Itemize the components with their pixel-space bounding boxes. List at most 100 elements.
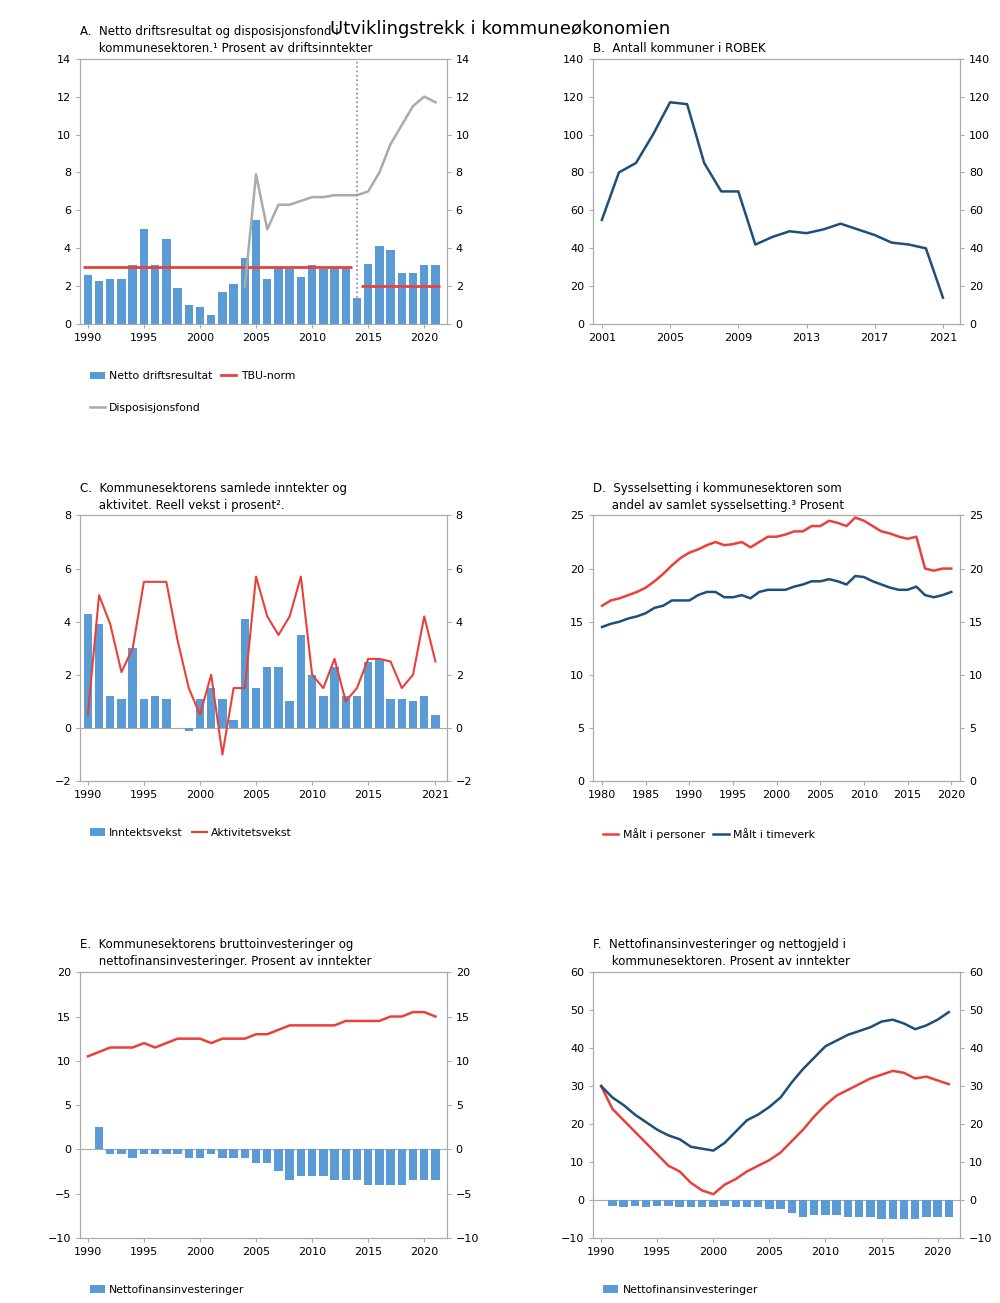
Bar <box>799 1200 807 1217</box>
Bar <box>162 238 171 324</box>
Text: A.  Netto driftsresultat og disposisjonsfond i
     kommunesektoren.¹ Prosent av: A. Netto driftsresultat og disposisjonsf… <box>80 25 372 55</box>
Bar <box>353 1149 361 1181</box>
Bar <box>319 270 328 324</box>
Bar <box>720 1200 729 1205</box>
Bar <box>229 284 238 324</box>
Bar <box>330 1149 339 1181</box>
Bar <box>398 698 406 728</box>
Bar <box>364 263 372 324</box>
Bar <box>140 698 148 728</box>
Bar <box>285 701 294 728</box>
Bar <box>431 266 440 324</box>
Bar <box>308 1149 316 1175</box>
Bar <box>207 315 215 324</box>
Bar <box>297 1149 305 1175</box>
Bar <box>698 1200 706 1208</box>
Bar <box>386 698 395 728</box>
Bar <box>218 698 227 728</box>
Bar <box>900 1200 908 1218</box>
Bar <box>285 270 294 324</box>
Bar <box>229 1149 238 1158</box>
Bar <box>162 698 171 728</box>
Bar <box>409 1149 417 1181</box>
Bar <box>207 1149 215 1153</box>
Bar <box>117 698 126 728</box>
Bar <box>342 696 350 728</box>
Bar <box>664 1200 673 1205</box>
Bar <box>241 258 249 324</box>
Bar <box>252 220 260 324</box>
Bar <box>319 1149 328 1175</box>
Legend: Målt i personer, Målt i timeverk: Målt i personer, Målt i timeverk <box>599 823 819 844</box>
Bar <box>185 1149 193 1158</box>
Bar <box>330 667 339 728</box>
Legend: Inntektsvekst, Aktivitetsvekst: Inntektsvekst, Aktivitetsvekst <box>85 823 296 842</box>
Bar <box>420 696 428 728</box>
Bar <box>274 267 283 324</box>
Bar <box>687 1200 695 1208</box>
Bar <box>409 274 417 324</box>
Text: Utviklingstrekk i kommuneøkonomien: Utviklingstrekk i kommuneøkonomien <box>330 20 670 38</box>
Bar <box>375 246 384 324</box>
Bar <box>140 1149 148 1153</box>
Bar <box>140 229 148 324</box>
Bar <box>420 1149 428 1181</box>
Bar <box>709 1200 718 1208</box>
Bar <box>855 1200 863 1217</box>
Bar <box>95 1127 103 1149</box>
Bar <box>151 696 159 728</box>
Bar <box>185 305 193 324</box>
Bar <box>431 714 440 728</box>
Bar <box>866 1200 875 1217</box>
Bar <box>431 1149 440 1181</box>
Bar <box>117 279 126 324</box>
Bar <box>945 1200 953 1217</box>
Bar <box>776 1200 785 1209</box>
Text: C.  Kommunesektorens samlede inntekter og
     aktivitet. Reell vekst i prosent²: C. Kommunesektorens samlede inntekter og… <box>80 482 347 512</box>
Bar <box>196 698 204 728</box>
Bar <box>196 1149 204 1158</box>
Bar <box>911 1200 919 1218</box>
Bar <box>297 276 305 324</box>
Bar <box>173 1149 182 1153</box>
Bar <box>84 275 92 324</box>
Bar <box>877 1200 886 1218</box>
Bar <box>788 1200 796 1213</box>
Bar <box>319 696 328 728</box>
Bar <box>128 1149 137 1158</box>
Bar <box>832 1200 841 1216</box>
Bar <box>117 1149 126 1153</box>
Bar <box>754 1200 762 1208</box>
Bar <box>353 297 361 324</box>
Bar <box>933 1200 942 1217</box>
Bar <box>207 688 215 728</box>
Bar <box>297 635 305 728</box>
Bar <box>619 1200 628 1208</box>
Bar <box>196 308 204 324</box>
Bar <box>398 1149 406 1184</box>
Bar <box>844 1200 852 1217</box>
Bar <box>608 1200 617 1205</box>
Bar <box>398 274 406 324</box>
Bar <box>364 662 372 728</box>
Bar <box>151 266 159 324</box>
Bar <box>263 279 271 324</box>
Bar <box>675 1200 684 1208</box>
Bar <box>151 1149 159 1153</box>
Bar <box>765 1200 774 1209</box>
Text: F.  Nettofinansinvesteringer og nettogjeld i
     kommunesektoren. Prosent av in: F. Nettofinansinvesteringer og nettogjel… <box>593 938 850 968</box>
Bar <box>252 688 260 728</box>
Bar <box>218 1149 227 1158</box>
Bar <box>128 649 137 728</box>
Bar <box>743 1200 751 1208</box>
Bar <box>642 1200 650 1208</box>
Bar <box>173 288 182 324</box>
Bar <box>274 1149 283 1171</box>
Bar <box>263 1149 271 1162</box>
Bar <box>342 267 350 324</box>
Bar <box>330 267 339 324</box>
Text: D.  Sysselsetting i kommunesektoren som
     andel av samlet sysselsetting.³ Pro: D. Sysselsetting i kommunesektoren som a… <box>593 482 844 512</box>
Bar <box>653 1200 661 1205</box>
Bar <box>241 619 249 728</box>
Bar <box>106 279 114 324</box>
